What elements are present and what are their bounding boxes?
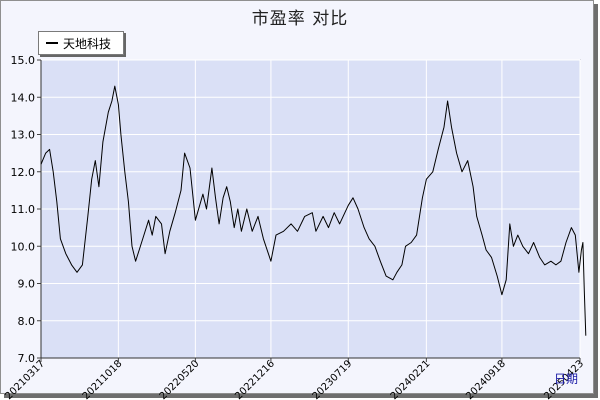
chart-title: 市盈率 对比 [251, 9, 349, 29]
x-tick-label: 20220520 [158, 358, 202, 400]
y-tick-label: 13.0 [11, 129, 36, 142]
y-tick-label: 9.0 [18, 278, 36, 291]
y-tick-label: 12.0 [11, 166, 36, 179]
y-tick-label: 11.0 [11, 203, 36, 216]
y-axis: 7.0 8.0 9.0 10.0 11.0 12.0 13.0 14.0 15.0 [11, 54, 42, 365]
y-tick-label: 8.0 [18, 315, 36, 328]
y-tick-label: 10.0 [11, 240, 36, 253]
x-tick-label: 20240918 [464, 358, 508, 400]
series-line-1 [40, 85, 587, 336]
x-axis-title: 日期 [554, 372, 579, 386]
y-tick-label: 15.0 [11, 54, 36, 67]
x-tick-label: 20230719 [311, 358, 355, 400]
x-tick-label: 20240221 [389, 358, 433, 400]
y-tick-label: 14.0 [11, 91, 36, 104]
y-tick-label: 7.0 [18, 352, 36, 365]
series-lines [40, 85, 587, 336]
x-axis: 20210317 20211018 20220520 20221216 20230719… [3, 357, 586, 400]
legend-label-series-1: 天地科技 [63, 37, 112, 51]
legend: 天地科技 [38, 31, 124, 55]
x-tick-label: 20221216 [233, 358, 277, 400]
legend-swatch [46, 42, 58, 44]
x-tick-label: 20211018 [81, 358, 125, 400]
